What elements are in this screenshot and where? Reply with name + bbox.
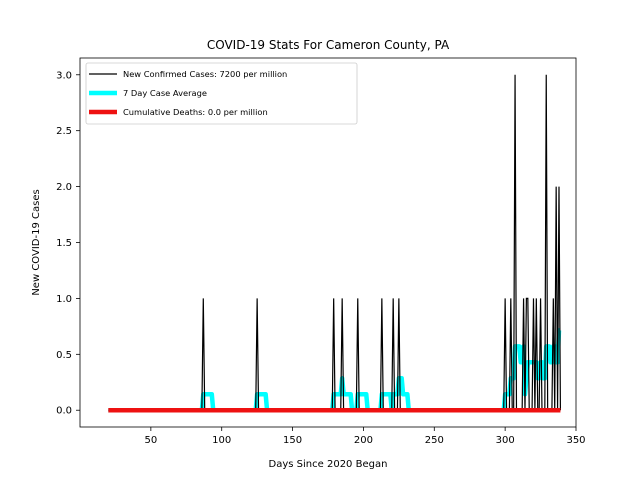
plot-area: [107, 74, 562, 413]
y-tick-label: 0.0: [56, 406, 72, 417]
y-tick-label: 2.5: [56, 126, 72, 137]
x-tick-label: 200: [354, 435, 373, 446]
y-tick-label: 1.0: [56, 294, 72, 305]
y-tick-label: 0.5: [56, 350, 72, 361]
x-tick-label: 250: [425, 435, 444, 446]
x-tick-label: 300: [496, 435, 515, 446]
legend-label-1: New Confirmed Cases: 7200 per million: [123, 69, 287, 79]
series-new-cases-line: [108, 74, 562, 411]
y-axis: 0.0 0.5 1.0 1.5 2.0 2.5 3.0: [56, 70, 80, 417]
chart-title: COVID-19 Stats For Cameron County, PA: [207, 38, 450, 52]
y-tick-label: 3.0: [56, 70, 72, 81]
y-tick-label: 2.0: [56, 182, 72, 193]
x-tick-label: 50: [144, 435, 157, 446]
x-tick-label: 150: [283, 435, 302, 446]
x-axis: 50 100 150 200 250 300 350: [144, 427, 586, 446]
x-axis-label: Days Since 2020 Began: [269, 459, 388, 470]
legend-label-3: Cumulative Deaths: 0.0 per million: [123, 107, 268, 117]
legend-box: [85, 62, 358, 125]
x-tick-label: 350: [566, 435, 585, 446]
chart-legend: New Confirmed Cases: 7200 per million 7 D…: [85, 62, 358, 125]
x-tick-label: 100: [212, 435, 231, 446]
legend-label-2: 7 Day Case Average: [123, 88, 207, 98]
y-axis-label: New COVID-19 Cases: [31, 189, 42, 295]
y-tick-label: 1.5: [56, 238, 72, 249]
